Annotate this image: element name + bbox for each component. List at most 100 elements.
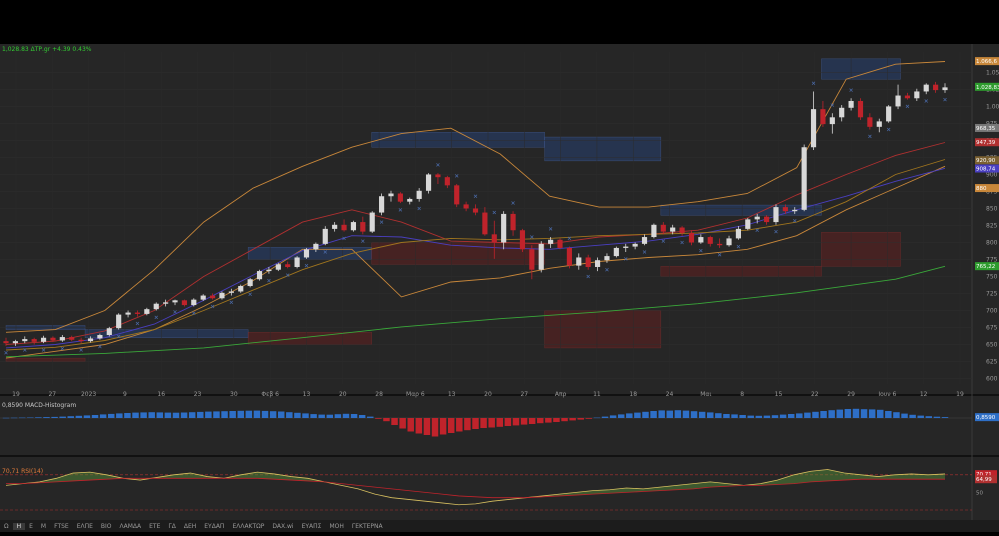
candle-body xyxy=(914,91,920,99)
toolbar-item[interactable]: ΛΑΜΔΑ xyxy=(119,522,142,530)
toolbar-item[interactable]: ΕΥΔΑΠ xyxy=(204,522,225,530)
candle-body xyxy=(416,190,422,199)
macd-bar xyxy=(553,418,560,422)
candle-body xyxy=(350,222,357,231)
candle-body xyxy=(585,257,591,267)
macd-bar xyxy=(755,415,763,418)
candle-body xyxy=(247,279,253,287)
macd-bar xyxy=(67,416,74,418)
price-tag xyxy=(975,475,997,484)
toolbar-item[interactable]: ΕΥΑΠΣ xyxy=(301,522,322,530)
toolbar-item[interactable]: FTSE xyxy=(54,522,69,530)
macd-bar xyxy=(431,418,439,437)
toolbar-item[interactable]: ΒΙΟ xyxy=(100,522,112,530)
candle-body xyxy=(557,239,563,248)
macd-bar xyxy=(367,416,374,418)
chart-area[interactable]: 6006256506757007257507758008258508759009… xyxy=(0,44,999,532)
macd-bar xyxy=(820,411,827,418)
y-tick-label: 975 xyxy=(986,120,998,127)
x-tick-label: 20 xyxy=(339,391,347,398)
macd-bar xyxy=(43,417,50,418)
x-tick-label: 27 xyxy=(48,391,56,398)
toolbar-item[interactable]: Η xyxy=(12,522,26,530)
x-tick-label: 13 xyxy=(303,391,311,398)
price-tag xyxy=(975,262,999,271)
candle-body xyxy=(886,106,892,122)
candle-body xyxy=(707,237,713,244)
toolbar-item[interactable]: ΜΟΗ xyxy=(329,522,344,530)
x-tick-label: 27 xyxy=(520,391,528,398)
sar-marker xyxy=(154,315,158,320)
candle-body xyxy=(266,269,272,272)
candle-body xyxy=(256,271,263,280)
candle-body xyxy=(144,309,150,314)
price-tag xyxy=(975,138,999,147)
demand-zone xyxy=(660,266,822,277)
candle-body xyxy=(200,295,206,300)
macd-bar xyxy=(464,418,471,431)
macd-tick-label: 0,8590 xyxy=(976,415,996,421)
macd-bar xyxy=(59,416,66,418)
toolbar-item[interactable]: ΕΤΕ xyxy=(149,522,161,530)
candle-body xyxy=(22,339,28,342)
overlay-lower_band xyxy=(5,165,946,359)
macd-bar xyxy=(771,415,779,418)
y-tick-label: 650 xyxy=(986,342,998,349)
candle-body xyxy=(238,286,244,292)
rsi-above-fill xyxy=(6,469,945,498)
candle-body xyxy=(285,264,291,267)
toolbar-item[interactable]: ΓΕΚΤΕΡΝΑ xyxy=(351,522,383,530)
macd-bar xyxy=(197,411,204,418)
sar-marker xyxy=(361,239,365,243)
toolbar-item[interactable]: Ω xyxy=(4,522,9,530)
macd-bar xyxy=(302,413,309,418)
macd-bar xyxy=(512,418,520,426)
x-tick-label: 23 xyxy=(194,391,202,398)
candle-body xyxy=(313,243,319,250)
macd-bar xyxy=(739,415,746,418)
sar-marker xyxy=(4,350,8,355)
toolbar-item[interactable]: ΕΛΠΕ xyxy=(76,522,93,530)
macd-bar xyxy=(213,411,220,418)
toolbar-item[interactable]: ΕΛΛΑΚΤΩΡ xyxy=(232,522,265,530)
sar-marker xyxy=(192,311,196,315)
sar-marker xyxy=(793,218,797,223)
candle-body xyxy=(604,256,610,261)
macd-bar xyxy=(140,412,147,418)
candle-body xyxy=(820,109,826,125)
toolbar-item[interactable]: Μ xyxy=(40,522,47,530)
sar-marker xyxy=(60,346,65,351)
candle-body xyxy=(59,337,65,341)
toolbar-item[interactable]: DAX.wi xyxy=(272,522,294,530)
chart-svg[interactable]: 6006256506757007257507758008258508759009… xyxy=(0,44,999,532)
candle-body xyxy=(491,234,497,243)
macd-bar xyxy=(294,412,301,418)
sar-marker xyxy=(661,239,666,243)
macd-bar xyxy=(682,410,690,418)
candle-body xyxy=(566,247,572,266)
macd-bar xyxy=(407,418,414,432)
sar-marker xyxy=(473,194,478,198)
price-tag-label: 880 xyxy=(976,186,987,192)
macd-bar xyxy=(391,418,398,425)
toolbar-item[interactable]: Ε xyxy=(29,522,33,530)
macd-bar xyxy=(893,412,900,418)
candle-body xyxy=(435,174,441,178)
toolbar-item[interactable]: ΔΕΗ xyxy=(183,522,197,530)
sar-marker xyxy=(398,208,403,212)
candle-body xyxy=(31,339,37,342)
candle-body xyxy=(379,196,385,213)
sar-marker xyxy=(586,274,590,279)
macd-bar xyxy=(504,418,512,426)
macd-bar xyxy=(723,414,730,418)
rsi-tick-label: 50 xyxy=(976,490,983,496)
sar-marker xyxy=(774,229,778,234)
toolbar-item[interactable]: ΓΔ xyxy=(168,522,176,530)
macd-bar xyxy=(334,414,342,418)
macd-bar xyxy=(877,409,884,418)
macd-bar xyxy=(901,413,908,418)
macd-bar xyxy=(439,418,447,435)
candle-body xyxy=(895,95,901,107)
sar-marker xyxy=(924,99,928,103)
sar-marker xyxy=(285,273,290,277)
